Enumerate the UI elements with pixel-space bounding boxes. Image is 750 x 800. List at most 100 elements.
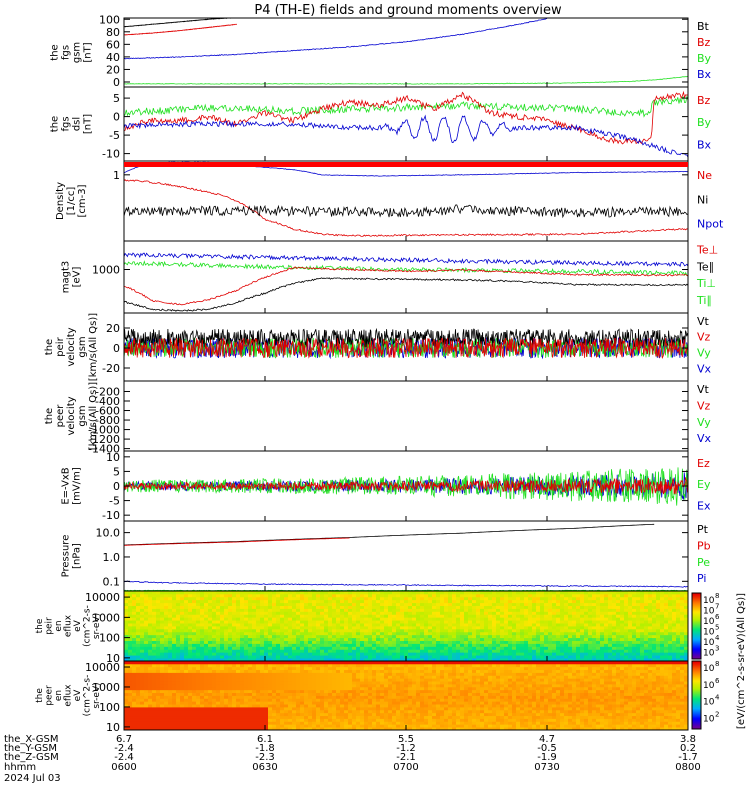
- spectrogram-cell: [216, 678, 221, 682]
- spectrogram-cell: [416, 652, 421, 656]
- spectrogram-cell: [244, 712, 249, 717]
- spectrogram-cell: [368, 649, 373, 653]
- spectrogram-cell: [472, 608, 477, 612]
- spectrogram-cell: [384, 620, 389, 624]
- spectrogram-cell: [224, 663, 229, 668]
- spectrogram-cell: [460, 608, 465, 612]
- spectrogram-cell: [164, 701, 169, 705]
- spectrogram-cell: [348, 634, 353, 639]
- spectrogram-cell: [152, 626, 157, 630]
- spectrogram-cell: [616, 620, 621, 624]
- spectrogram-cell: [472, 628, 477, 633]
- spectrogram-cell: [276, 591, 281, 595]
- spectrogram-cell: [216, 614, 221, 618]
- spectrogram-cell: [560, 620, 565, 624]
- spectrogram-cell: [148, 695, 153, 699]
- spectrogram-cell: [420, 658, 425, 662]
- spectrogram-cell: [332, 640, 337, 644]
- spectrogram-cell: [196, 634, 201, 639]
- spectrogram-cell: [144, 591, 149, 595]
- spectrogram-cell: [204, 655, 209, 659]
- y-tick-label: -10: [102, 148, 120, 161]
- spectrogram-cell: [320, 695, 325, 699]
- spectrogram-cell: [276, 672, 281, 676]
- spectrogram-cell: [532, 640, 537, 644]
- spectrogram-cell: [332, 608, 337, 612]
- spectrogram-cell: [296, 658, 301, 662]
- spectrogram-cell: [304, 617, 309, 621]
- spectrogram-cell: [612, 593, 617, 598]
- spectrogram-cell: [528, 652, 533, 656]
- spectrogram-cell: [268, 637, 273, 641]
- spectrogram-cell: [616, 599, 621, 604]
- spectrogram-cell: [364, 631, 369, 636]
- spectrogram-cell: [272, 623, 277, 627]
- spectrogram-cell: [172, 628, 177, 633]
- legend-efield: Ey: [697, 478, 711, 491]
- spectrogram-cell: [176, 681, 181, 685]
- spectrogram-cell: [268, 655, 273, 659]
- spectrogram-cell: [256, 681, 261, 685]
- spectrogram-cell: [624, 617, 629, 621]
- spectrogram-cell: [176, 596, 181, 601]
- y-tick-label: 80: [106, 26, 120, 39]
- spectrogram-cell: [296, 704, 301, 708]
- spectrogram-cell: [152, 692, 157, 696]
- spectrogram-cell: [340, 715, 345, 719]
- spectrogram-cell: [600, 602, 605, 606]
- spectrogram-cell: [592, 631, 597, 636]
- spectrogram-cell: [396, 646, 401, 650]
- spectrogram-cell: [192, 715, 197, 719]
- spectrogram-cell: [128, 620, 133, 624]
- spectrogram-cell: [248, 666, 253, 671]
- spectrogram-cell: [364, 620, 369, 624]
- spectrogram-cell: [180, 637, 185, 641]
- spectrogram-cell: [188, 605, 193, 609]
- spectrogram-cell: [200, 672, 205, 676]
- spectrogram-cell: [268, 701, 273, 705]
- spectrogram-cell: [532, 637, 537, 641]
- spectrogram-cell: [504, 626, 509, 630]
- spectrogram-cell: [200, 661, 205, 665]
- spectrogram-cell: [172, 695, 177, 699]
- spectrogram-cell: [368, 591, 373, 595]
- spectrogram-cell: [576, 631, 581, 636]
- spectrogram-cell: [208, 626, 213, 630]
- spectrogram-cell: [240, 727, 245, 731]
- spectrogram-cell: [224, 721, 229, 725]
- spectrogram-cell: [552, 623, 557, 627]
- spectrogram-cell: [392, 628, 397, 633]
- spectrogram-cell: [652, 640, 657, 644]
- spectrogram-cell: [676, 634, 681, 639]
- spectrogram-cell: [420, 634, 425, 639]
- spectrogram-cell: [348, 695, 353, 699]
- spectrogram-cell: [344, 724, 349, 728]
- spectrogram-cell: [592, 646, 597, 650]
- spectrogram-cell: [340, 655, 345, 659]
- spectrogram-cell: [492, 628, 497, 633]
- spectrogram-cell: [124, 718, 129, 722]
- spectrogram-cell: [128, 628, 133, 633]
- spectrogram-cell: [212, 678, 217, 682]
- spectrogram-cell: [472, 596, 477, 601]
- spectrogram-cell: [188, 701, 193, 705]
- spectrogram-cell: [388, 640, 393, 644]
- spectrogram-cell: [172, 666, 177, 671]
- spectrogram-cell: [440, 617, 445, 621]
- spectrogram-cell: [684, 634, 689, 639]
- spectrogram-cell: [272, 631, 277, 636]
- spectrogram-cell: [396, 655, 401, 659]
- spectrogram-cell: [548, 658, 553, 662]
- spectrogram-cell: [132, 652, 137, 656]
- spectrogram-cell: [272, 599, 277, 604]
- spectrogram-cell: [284, 661, 289, 665]
- spectrogram-cell: [564, 658, 569, 662]
- spectrogram-cell: [448, 605, 453, 609]
- spectrogram-cell: [684, 611, 689, 615]
- spectrogram-cell: [632, 649, 637, 653]
- spectrogram-cell: [304, 718, 309, 722]
- spectrogram-cell: [140, 631, 145, 636]
- spectrogram-cell: [444, 646, 449, 650]
- spectrogram-cell: [484, 611, 489, 615]
- spectrogram-cell: [288, 698, 293, 702]
